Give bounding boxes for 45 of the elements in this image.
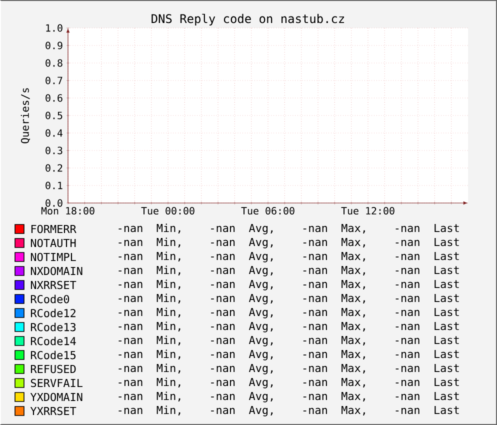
text: -nan Min, -nan Avg, -nan Max, -nan Last [118,238,459,248]
x-tick-label: Mon 18:00 [41,207,94,215]
legend-label: YXDOMAIN [30,392,82,402]
y-tick-label: 0.8 [46,59,62,67]
text: -nan Min, -nan Avg, -nan Max, -nan Last [118,378,459,388]
text: -nan Min, -nan Avg, -nan Max, -nan Last [118,308,459,318]
y-tick-label: 0.2 [46,164,62,172]
x-tick-label: Tue 06:00 [241,207,294,215]
text: -nan Min, -nan Avg, -nan Max, -nan Last [118,280,459,290]
y-tick-label: 0.9 [46,42,62,50]
legend-label: RCode0 [30,294,70,304]
text: -nan Min, -nan Avg, -nan Max, -nan Last [118,266,459,276]
text: -nan Min, -nan Avg, -nan Max, -nan Last [118,336,459,346]
text: -nan Min, -nan Avg, -nan Max, -nan Last [118,392,459,402]
legend-label: NOTAUTH [30,238,76,248]
chart-title: DNS Reply code on nastub.cz [152,14,344,26]
y-tick-label: 1.0 [46,24,62,32]
text: -nan Min, -nan Avg, -nan Max, -nan Last [118,364,459,374]
legend-label: NXRRSET [30,280,76,290]
y-tick-label: 0.5 [46,112,62,120]
legend-label: NXDOMAIN [30,266,82,276]
y-tick-label: 0.1 [46,182,62,190]
legend-label: FORMERR [31,224,76,234]
text: -nan Min, -nan Avg, -nan Max, -nan Last [118,350,459,360]
legend-label: REFUSED [30,364,76,374]
legend-label: RCode15 [30,350,76,360]
text: -nan Min, -nan Avg, -nan Max, -nan Last [118,252,459,262]
text: -nan Min, -nan Avg, -nan Max, -nan Last [118,322,459,332]
legend-label: RCode13 [30,322,76,332]
text: -nan Min, -nan Avg, -nan Max, -nan Last [118,224,459,234]
legend-label: YXRRSET [30,406,76,416]
legend-label: RCode14 [30,336,76,346]
text: -nan Min, -nan Avg, -nan Max, -nan Last [118,294,459,304]
y-tick-label: 0.6 [46,94,62,102]
y-tick-label: 0.0 [46,199,62,207]
y-tick-label: 0.4 [46,129,63,137]
text: -nan Min, -nan Avg, -nan Max, -nan Last [118,406,459,416]
y-tick-label: 0.7 [46,76,62,84]
y-axis-title: Queries/s [20,88,30,144]
legend-label: RCode12 [30,308,76,318]
legend-label: SERVFAIL [30,378,82,388]
legend-label: NOTIMPL [30,252,76,262]
y-tick-label: 0.3 [46,146,62,154]
x-tick-label: Tue 00:00 [141,207,194,215]
x-tick-label: Tue 12:00 [341,207,394,215]
